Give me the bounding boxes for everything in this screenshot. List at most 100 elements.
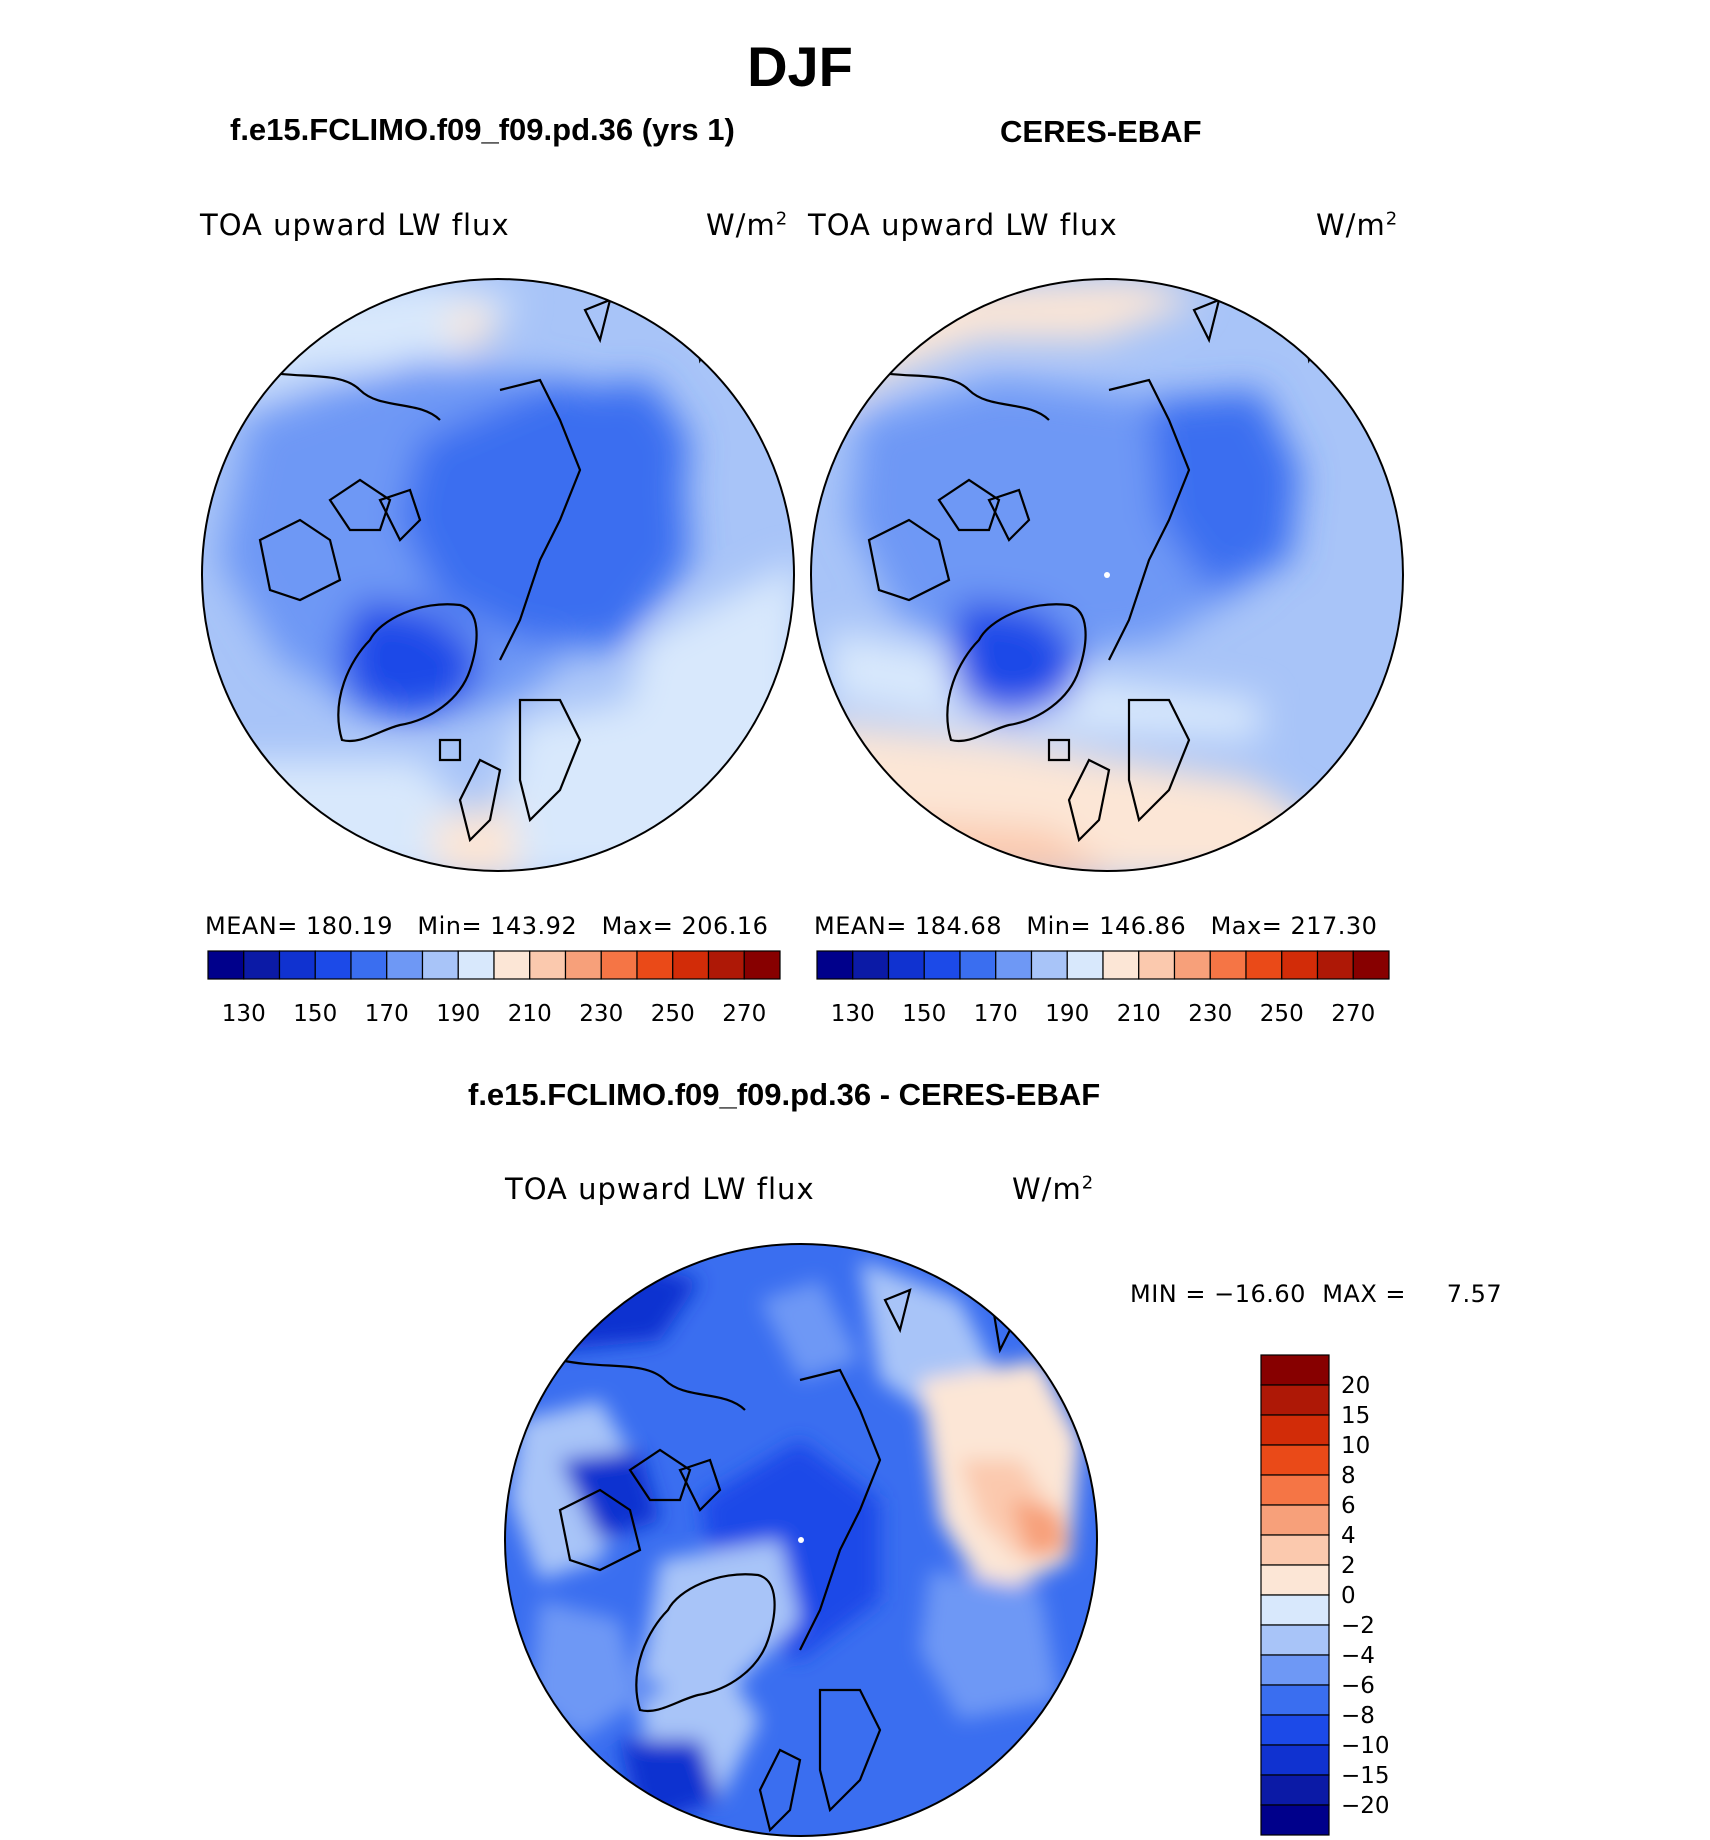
variable-label-model: TOA upward LW flux <box>200 208 510 242</box>
diff-colorbar-tick-label: 8 <box>1341 1463 1356 1489</box>
model-colorbar-tick-label: 150 <box>293 1001 337 1027</box>
panel-title-diff: f.e15.FCLIMO.f09_f09.pd.36 - CERES-EBAF <box>468 1077 1101 1112</box>
units-label-diff: W/m2 <box>1012 1172 1095 1206</box>
map-border-model <box>201 278 795 872</box>
obs-colorbar-tick-label: 190 <box>1045 1001 1089 1027</box>
obs-colorbar-box-13 <box>1281 950 1319 980</box>
obs-colorbar-box-11 <box>1209 950 1247 980</box>
obs-colorbar-tick-label: 250 <box>1260 1001 1304 1027</box>
model-colorbar-box-4 <box>350 950 388 980</box>
diff-colorbar-tick-label: −6 <box>1341 1673 1375 1699</box>
diff-colorbar-tick-label: −8 <box>1341 1703 1375 1729</box>
variable-label-obs: TOA upward LW flux <box>808 208 1118 242</box>
units-label-obs: W/m2 <box>1316 208 1399 242</box>
obs-colorbar-box-3 <box>923 950 961 980</box>
model-colorbar-box-5 <box>386 950 424 980</box>
model-colorbar-box-10 <box>564 950 602 980</box>
diff-colorbar-tick-label: −4 <box>1341 1643 1375 1669</box>
diff-colorbar-tick-label: 2 <box>1341 1553 1356 1579</box>
obs-colorbar-box-2 <box>887 950 925 980</box>
map-border-diff <box>504 1243 1098 1837</box>
model-colorbar-tick-label: 190 <box>436 1001 480 1027</box>
colorbar-model: 130 150 170 190 210 230 250 270 <box>207 950 781 1027</box>
diff-colorbar-box-15 <box>1260 1804 1330 1836</box>
diff-colorbar-box-3 <box>1260 1444 1330 1476</box>
colorbar-obs: 130 150 170 190 210 230 250 270 <box>816 950 1390 1027</box>
diff-colorbar-box-7 <box>1260 1564 1330 1596</box>
variable-label-diff: TOA upward LW flux <box>505 1172 815 1206</box>
model-colorbar-tick-label: 230 <box>579 1001 623 1027</box>
diff-colorbar-box-11 <box>1260 1684 1330 1716</box>
stats-obs: MEAN= 184.68 Min= 146.86 Max= 217.30 <box>814 912 1378 940</box>
panel-title-obs: CERES-EBAF <box>1000 114 1202 149</box>
model-colorbar-tick-label: 250 <box>651 1001 695 1027</box>
diff-colorbar-box-4 <box>1260 1474 1330 1506</box>
diff-colorbar-tick-label: 4 <box>1341 1523 1356 1549</box>
diff-colorbar-tick-label: −2 <box>1341 1613 1375 1639</box>
model-colorbar-tick-label: 130 <box>222 1001 266 1027</box>
obs-colorbar-tick-label: 210 <box>1117 1001 1161 1027</box>
model-colorbar-box-15 <box>743 950 781 980</box>
model-colorbar-box-11 <box>600 950 638 980</box>
obs-colorbar-box-4 <box>959 950 997 980</box>
obs-colorbar-tick-label: 150 <box>902 1001 946 1027</box>
diff-colorbar-tick-label: 6 <box>1341 1493 1356 1519</box>
obs-colorbar-tick-label: 130 <box>831 1001 875 1027</box>
model-colorbar-tick-label: 170 <box>365 1001 409 1027</box>
obs-colorbar-box-15 <box>1352 950 1390 980</box>
obs-colorbar-box-12 <box>1245 950 1283 980</box>
diff-colorbar-box-10 <box>1260 1654 1330 1686</box>
map-border-obs <box>810 278 1404 872</box>
model-colorbar-box-6 <box>421 950 459 980</box>
stats-model: MEAN= 180.19 Min= 143.92 Max= 206.16 <box>205 912 769 940</box>
diff-colorbar-tick-label: 10 <box>1341 1433 1370 1459</box>
model-colorbar-box-2 <box>278 950 316 980</box>
coastlines-diff <box>558 1287 1022 1833</box>
units-label-model: W/m2 <box>706 208 789 242</box>
model-colorbar-box-3 <box>314 950 352 980</box>
diff-colorbar-box-14 <box>1260 1774 1330 1806</box>
diff-colorbar-tick-label: 0 <box>1341 1583 1356 1609</box>
model-colorbar-box-1 <box>243 950 281 980</box>
model-colorbar-box-12 <box>636 950 674 980</box>
figure-title: DJF <box>747 35 853 98</box>
obs-colorbar-box-1 <box>852 950 890 980</box>
obs-colorbar-box-6 <box>1030 950 1068 980</box>
panel-title-model: f.e15.FCLIMO.f09_f09.pd.36 (yrs 1) <box>230 112 735 147</box>
model-colorbar-tick-label: 270 <box>722 1001 766 1027</box>
obs-colorbar-box-14 <box>1316 950 1354 980</box>
model-colorbar-box-9 <box>529 950 567 980</box>
diff-colorbar-tick-label: 15 <box>1341 1403 1370 1429</box>
diff-colorbar-box-0 <box>1260 1354 1330 1386</box>
pole-marker-obs <box>1104 572 1110 578</box>
obs-colorbar-tick-label: 230 <box>1188 1001 1232 1027</box>
diff-colorbar-box-8 <box>1260 1594 1330 1626</box>
pole-marker-diff <box>798 1537 804 1543</box>
diff-colorbar-box-6 <box>1260 1534 1330 1566</box>
model-colorbar-tick-label: 210 <box>508 1001 552 1027</box>
obs-colorbar-box-9 <box>1138 950 1176 980</box>
diff-colorbar-box-9 <box>1260 1624 1330 1656</box>
obs-colorbar-tick-label: 170 <box>974 1001 1018 1027</box>
obs-colorbar-box-0 <box>816 950 854 980</box>
diff-colorbar-box-1 <box>1260 1384 1330 1416</box>
diff-colorbar-tick-label: −20 <box>1341 1793 1390 1819</box>
diff-colorbar-box-12 <box>1260 1714 1330 1746</box>
obs-colorbar-box-8 <box>1102 950 1140 980</box>
model-colorbar-box-8 <box>493 950 531 980</box>
model-colorbar-box-13 <box>672 950 710 980</box>
obs-colorbar-box-10 <box>1173 950 1211 980</box>
obs-colorbar-box-5 <box>995 950 1033 980</box>
model-colorbar-box-14 <box>707 950 745 980</box>
diff-colorbar-tick-label: 20 <box>1341 1373 1370 1399</box>
stats-diff: MIN = −16.60 MAX = 7.57 <box>1130 1280 1503 1308</box>
obs-colorbar-box-7 <box>1066 950 1104 980</box>
diff-colorbar-box-13 <box>1260 1744 1330 1776</box>
diff-colorbar-box-5 <box>1260 1504 1330 1536</box>
polar-map-diff <box>505 1244 1097 1836</box>
model-colorbar-box-7 <box>457 950 495 980</box>
diff-colorbar-tick-label: −15 <box>1341 1763 1390 1789</box>
diff-colorbar-box-2 <box>1260 1414 1330 1446</box>
